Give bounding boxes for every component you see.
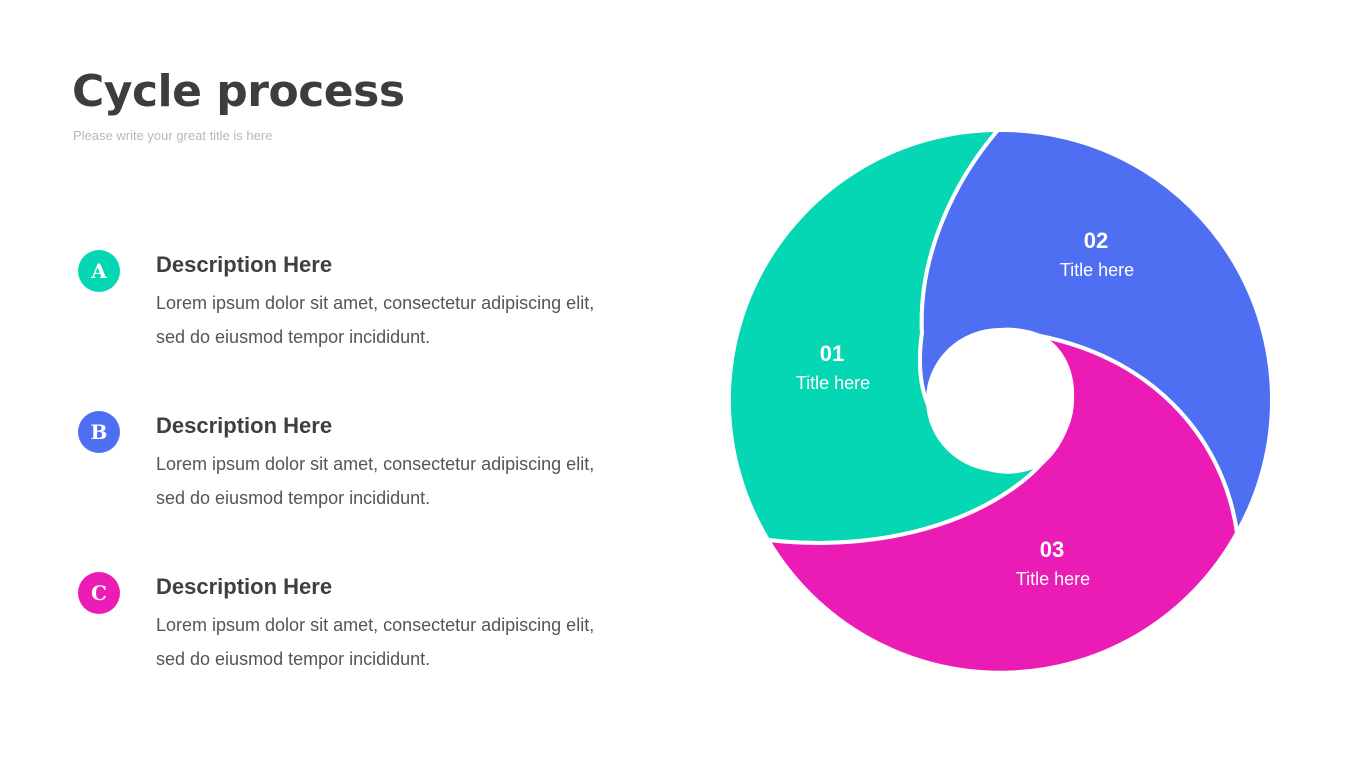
page-subtitle: Please write your great title is here <box>73 128 273 143</box>
segment-label-03: Title here <box>1016 569 1090 589</box>
badge-c: C <box>78 572 120 614</box>
description-item-b: B Description Here Lorem ipsum dolor sit… <box>78 411 638 511</box>
description-item-c: C Description Here Lorem ipsum dolor sit… <box>78 572 638 672</box>
segment-label-02: Title here <box>1060 260 1134 280</box>
description-heading: Description Here <box>156 574 333 599</box>
description-text: Lorem ipsum dolor sit amet, consectetur … <box>156 454 595 508</box>
description-text: Lorem ipsum dolor sit amet, consectetur … <box>156 293 595 347</box>
segment-label-01: Title here <box>796 373 870 393</box>
segment-number-01: 01 <box>820 341 844 366</box>
cycle-segment-03 <box>766 334 1239 675</box>
description-heading: Description Here <box>156 413 333 438</box>
center-hole <box>926 328 1074 472</box>
description-item-a: A Description Here Lorem ipsum dolor sit… <box>78 250 638 350</box>
segment-number-03: 03 <box>1040 537 1064 562</box>
segment-number-02: 02 <box>1084 228 1108 253</box>
page-title: Cycle process <box>72 66 405 117</box>
badge-a: A <box>78 250 120 292</box>
description-text: Lorem ipsum dolor sit amet, consectetur … <box>156 615 595 669</box>
badge-b: B <box>78 411 120 453</box>
description-heading: Description Here <box>156 252 333 277</box>
